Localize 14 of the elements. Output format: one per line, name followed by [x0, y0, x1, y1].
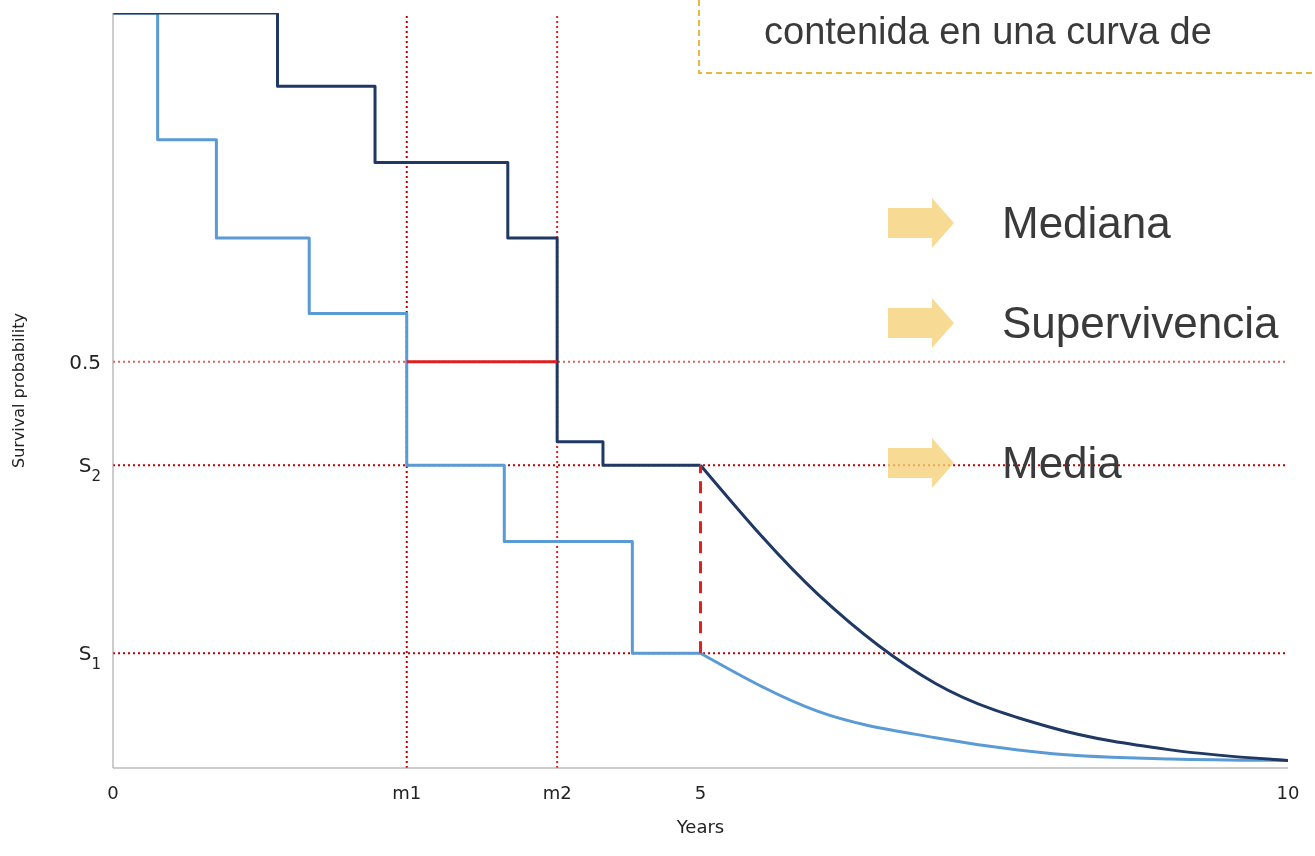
x-tick-label: 5	[694, 781, 707, 803]
annotation: contenida en una curva de	[764, 10, 1212, 53]
annotation: Media	[1002, 438, 1122, 488]
x-tick-label: 0	[107, 781, 119, 803]
ref-line-label: S$_{2}$	[78, 453, 101, 486]
x-tick-label: m1	[392, 781, 422, 803]
x-tick-label: m2	[542, 781, 572, 803]
y-axis-title: Survival probability	[8, 313, 28, 468]
ref-line-label: S$_{1}$	[78, 641, 101, 674]
annotation: Mediana	[1002, 198, 1171, 248]
ref-line-label: 0.5	[69, 349, 101, 374]
x-axis-title: Years	[675, 816, 725, 837]
x-tick-label: 10	[1276, 781, 1300, 803]
annotation: Supervivencia	[1002, 298, 1279, 348]
